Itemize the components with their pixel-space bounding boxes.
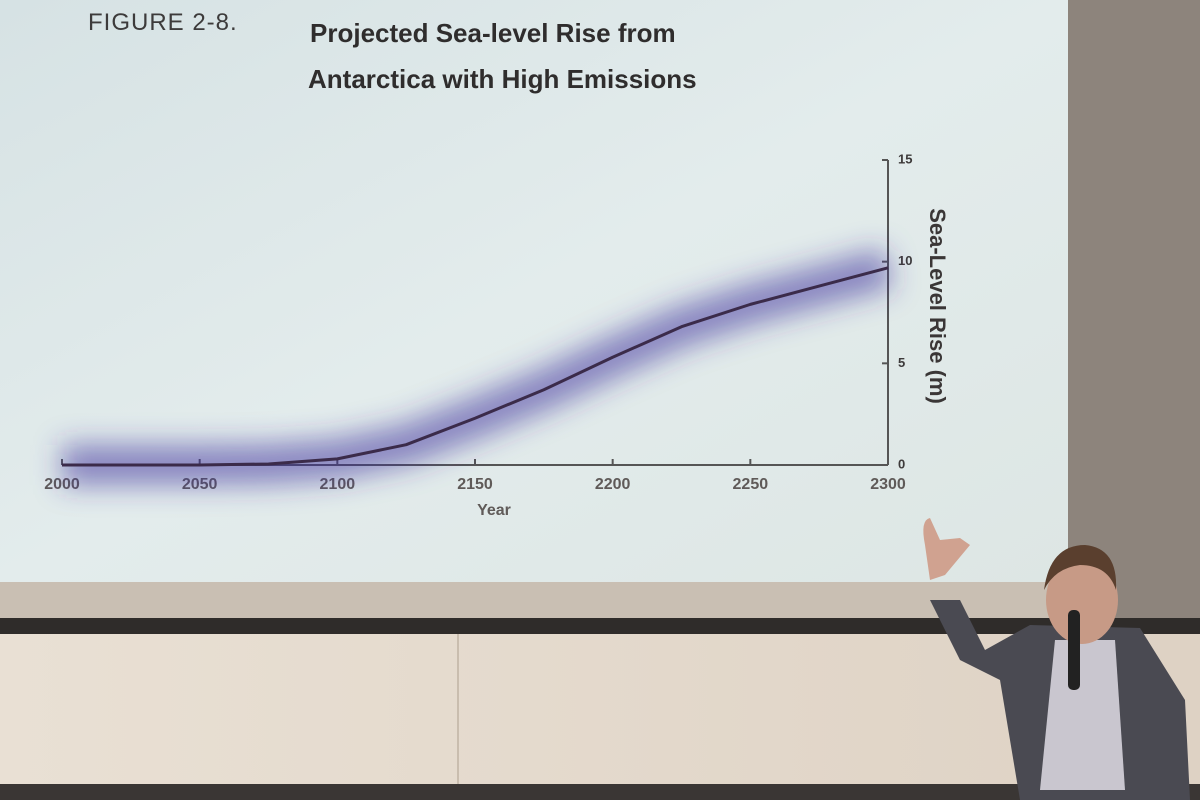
chart-title: Antarctica with High Emissions [308,64,697,94]
x-tick-label: 2200 [595,476,631,493]
x-tick-label: 2300 [870,476,906,493]
speaker [923,518,1190,800]
y-tick-label: 0 [898,456,905,471]
screen-border [0,582,1068,618]
speaker-hand [923,518,970,580]
stage-rail [0,618,1200,634]
x-tick-label: 2150 [457,476,493,493]
figure-label: FIGURE 2-8. [88,9,238,36]
y-axis-label: Sea-Level Rise (m) [925,208,950,404]
chart-title: Projected Sea-level Rise from [310,18,676,48]
y-tick-label: 15 [898,151,912,166]
y-tick-label: 5 [898,355,905,370]
x-axis-label: Year [477,502,511,519]
stage-floor [0,784,1200,800]
microphone [1068,610,1080,690]
speaker-hair [1044,545,1117,590]
y-tick-label: 10 [898,253,912,268]
x-tick-label: 2100 [320,476,356,493]
speaker-shirt [1040,640,1125,790]
x-tick-label: 2250 [733,476,769,493]
line-series [62,266,889,467]
speaker-face [1046,556,1118,644]
